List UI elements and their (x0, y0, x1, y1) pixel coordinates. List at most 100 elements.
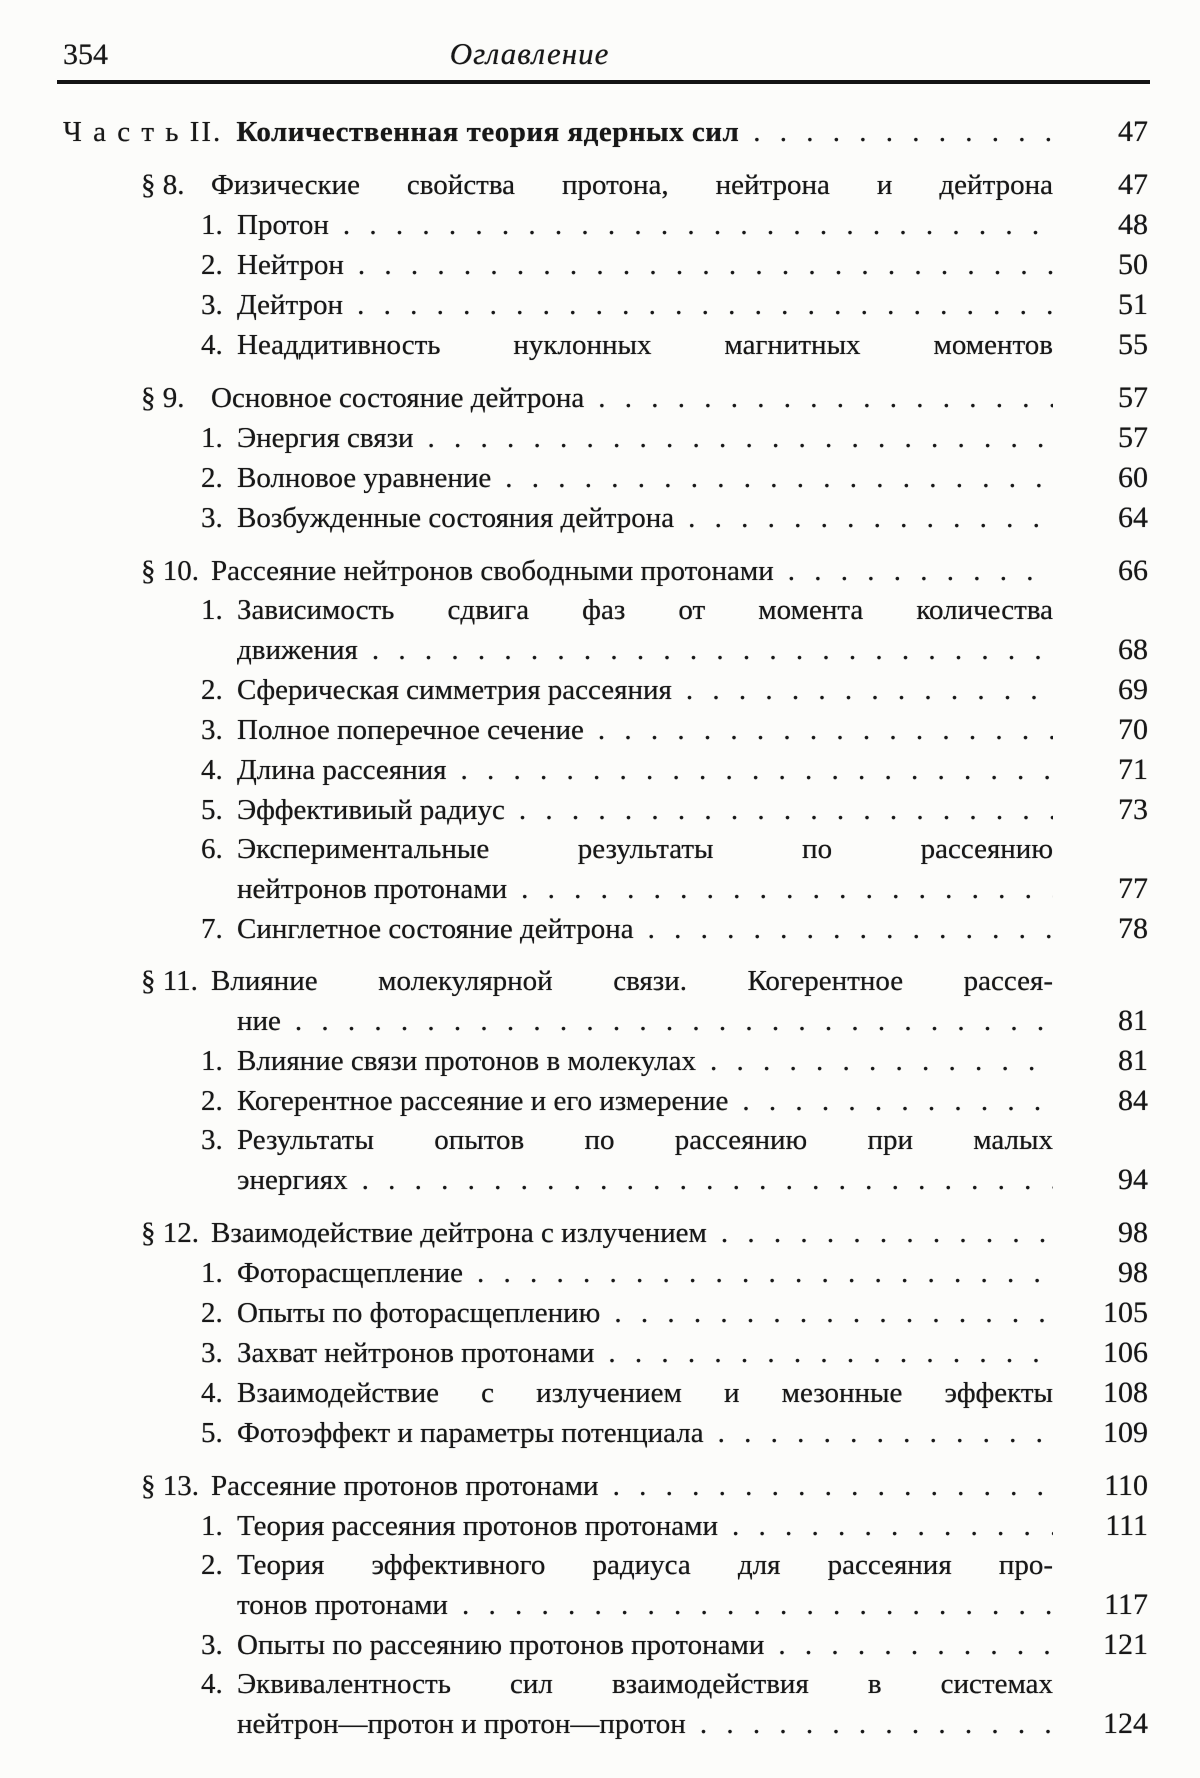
toc-row-body: 3. Полное поперечное сечение (201, 711, 1053, 750)
toc-row-label: 4. (201, 754, 223, 786)
toc-row-body: 6. Экспериментальные результаты по рассе… (201, 830, 1053, 869)
leader-dots (507, 870, 1053, 909)
toc-row: 1. Протон 48 (63, 205, 1148, 245)
toc-row-body: 5. Эффективиый радиус (201, 791, 1053, 830)
toc-row-body: 1. Протон (201, 206, 1053, 245)
toc-row-page: 71 (1118, 753, 1148, 786)
toc-row-label: 1. (201, 1257, 223, 1289)
toc-row-label: 2. (201, 462, 223, 494)
toc-row-text: Физические свойства протона, нейтрона и … (211, 169, 1053, 201)
toc-row-page: 121 (1103, 1628, 1148, 1661)
toc-row: 3. Опыты по рассеянию протонов протонами… (63, 1625, 1148, 1665)
toc-row-page: 48 (1118, 208, 1148, 241)
toc-row-label: 5. (201, 1417, 223, 1449)
page-header: 354 Оглавление (63, 34, 1148, 80)
toc-row-text: энергиях (237, 1164, 348, 1196)
leader-dots (446, 751, 1053, 790)
toc-row-page: 70 (1118, 713, 1148, 746)
toc-row-label: 6. (201, 833, 223, 865)
leader-dots (600, 1294, 1053, 1333)
toc-row-page: 111 (1105, 1509, 1148, 1542)
toc-row-label: § 12. (141, 1217, 199, 1249)
toc-row-text: Нейтрон (237, 249, 344, 281)
toc-row: нейтронов протонами 77 (63, 869, 1148, 909)
toc-row: 4. Эквивалентность сил взаимодействия в … (63, 1665, 1148, 1704)
leader-dots (491, 459, 1053, 498)
toc-row-body: Ч а с т ь II. Количественная теория ядер… (63, 113, 1053, 152)
leader-dots (584, 379, 1053, 418)
toc-row-text: Полное поперечное сечение (237, 714, 584, 746)
toc-row-label: § 11. (141, 965, 198, 997)
toc-row-body: 5. Фотоэффект и параметры потенциала (201, 1414, 1053, 1453)
toc-row-text: Рассеяние нейтронов свободными протонами (211, 555, 774, 587)
leader-dots (599, 1467, 1053, 1506)
toc-row-text: тонов протонами (237, 1589, 448, 1621)
toc-row-body: 2. Волновое уравнение (201, 459, 1053, 498)
toc-row: § 11. Влияние молекулярной связи. Когере… (63, 962, 1148, 1001)
toc-row-body: 4. Эквивалентность сил взаимодействия в … (201, 1665, 1053, 1704)
toc-row-body: 1. Фоторасщепление (201, 1254, 1053, 1293)
toc-row-text: Фотоэффект и параметры потенциала (237, 1417, 704, 1449)
toc-row-body: нейтронов протонами (237, 870, 1053, 909)
toc-row-page: 64 (1118, 501, 1148, 534)
toc-row-text: Протон (237, 209, 329, 241)
toc-row-body: § 13. Рассеяние протонов протонами (141, 1467, 1053, 1506)
toc-row-page: 106 (1103, 1336, 1148, 1369)
toc-row-text: Основное состояние дейтрона (211, 382, 585, 414)
leader-dots (505, 791, 1053, 830)
toc-row-body: нейтрон—протон и протон—протон (237, 1705, 1053, 1744)
toc-row-page: 94 (1118, 1163, 1148, 1196)
toc-row: 1. Зависимость сдвига фаз от момента кол… (63, 591, 1148, 630)
toc-row-page: 47 (1118, 115, 1148, 148)
toc-row-text: Возбужденные состояния дейтрона (237, 502, 675, 534)
toc-row: 4. Неаддитивность нуклонных магнитных мо… (63, 325, 1148, 365)
header-rule (57, 80, 1150, 84)
toc-row-text: Фоторасщепление (237, 1257, 464, 1289)
running-head-title: Оглавление (449, 36, 610, 71)
leader-dots (718, 1507, 1053, 1546)
leader-dots (414, 419, 1053, 458)
toc-row-label: 2. (201, 249, 223, 281)
toc-row-text: Экспериментальные результаты по рассеяни… (237, 833, 1053, 865)
toc-row-text: Эквивалентность сил взаимодействия в сис… (237, 1668, 1053, 1700)
toc-row: 2. Сферическая симметрия рассеяния 69 (63, 670, 1148, 710)
leader-dots (764, 1626, 1053, 1665)
toc-row-page: 51 (1118, 288, 1148, 321)
toc-row: нейтрон—протон и протон—протон 124 (63, 1704, 1148, 1744)
running-page-number: 354 (63, 38, 108, 71)
toc-row-page: 124 (1103, 1707, 1148, 1740)
toc-row-page: 68 (1118, 633, 1148, 666)
toc-row-text: нейтрон—протон и протон—протон (237, 1708, 686, 1740)
toc-row-label: 5. (201, 794, 223, 826)
toc-row-body: 2. Сферическая симметрия рассеяния (201, 671, 1053, 710)
toc-row-label: 4. (201, 1668, 223, 1700)
toc-row: ние 81 (63, 1001, 1148, 1041)
leader-dots (281, 1002, 1053, 1041)
toc-row-label: Ч а с т ь II. (63, 116, 223, 148)
toc-row: 2. Нейтрон 50 (63, 245, 1148, 285)
toc-row-body: 1. Влияние связи протонов в молекулах (201, 1042, 1053, 1081)
toc-row-body: 3. Дейтрон (201, 286, 1053, 325)
toc-row-page: 117 (1104, 1588, 1148, 1621)
toc-row-label: 3. (201, 1124, 223, 1156)
toc-row-page: 110 (1104, 1469, 1148, 1502)
toc-row: 5. Эффективиый радиус 73 (63, 790, 1148, 830)
toc-row-text: Опыты по рассеянию протонов протонами (237, 1629, 765, 1661)
toc-row-page: 50 (1118, 248, 1148, 281)
toc-row-label: 1. (201, 1510, 223, 1542)
toc-row-body: 3. Опыты по рассеянию протонов протонами (201, 1626, 1053, 1665)
toc-row-text: Рассеяние протонов протонами (211, 1470, 599, 1502)
toc-row-text: Захват нейтронов протонами (237, 1337, 595, 1369)
toc-row: 3. Возбужденные состояния дейтрона 64 (63, 498, 1148, 538)
toc-row-label: 1. (201, 422, 223, 454)
toc-row-page: 84 (1118, 1084, 1148, 1117)
toc-row-text: Результаты опытов по рассеянию при малых (237, 1124, 1053, 1156)
toc-row-page: 109 (1103, 1416, 1148, 1449)
toc-row-text: Неаддитивность нуклонных магнитных момен… (237, 329, 1053, 361)
table-of-contents: Ч а с т ь II. Количественная теория ядер… (63, 112, 1148, 1744)
toc-row-body: § 10. Рассеяние нейтронов свободными про… (141, 552, 1053, 591)
leader-dots (704, 1414, 1053, 1453)
toc-row: Ч а с т ь II. Количественная теория ядер… (63, 112, 1148, 152)
leader-dots (343, 286, 1053, 325)
toc-row: 6. Экспериментальные результаты по рассе… (63, 830, 1148, 869)
